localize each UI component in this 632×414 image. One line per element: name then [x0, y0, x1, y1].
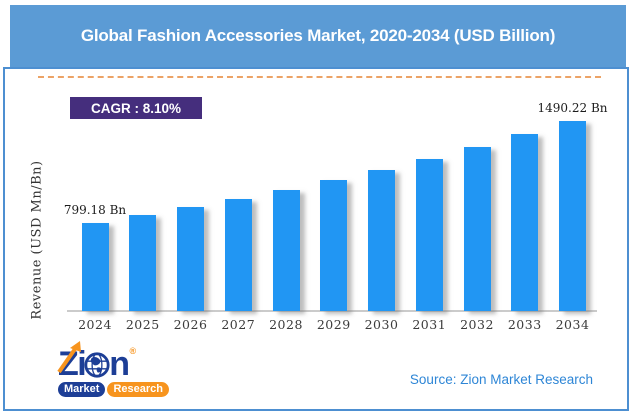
bar-2024 — [81, 223, 109, 311]
x-axis-label-2028: 2028 — [269, 317, 303, 332]
logo-wordmark: Zi n ® — [57, 341, 176, 383]
value-label-2034: 1490.22 Bn — [537, 101, 608, 115]
x-axis-line — [67, 310, 597, 312]
x-axis-label-2026: 2026 — [173, 317, 208, 332]
x-axis-label-2034: 2034 — [555, 317, 590, 332]
bar-2026 — [177, 207, 204, 311]
value-label-2024: 799.18 Bn — [63, 203, 127, 217]
x-axis-label-2025: 2025 — [125, 317, 160, 332]
source-text: Source: Zion Market Research — [409, 372, 593, 387]
logo-research-pill: Research — [107, 382, 170, 397]
y-axis-title: Revenue (USD Mn/Bn) — [29, 160, 45, 320]
logo-subtitle: Market Research — [58, 382, 176, 397]
x-axis-label-2031: 2031 — [412, 317, 447, 332]
zion-logo: Zi n ® Market Research — [57, 341, 176, 397]
registered-mark: ® — [129, 345, 137, 356]
x-axis-label-2024: 2024 — [78, 317, 112, 332]
x-axis-label-2029: 2029 — [316, 317, 351, 332]
logo-text-zi: Zi — [58, 345, 87, 383]
bar-2033 — [511, 134, 539, 311]
cagr-label: CAGR : 8.10% — [90, 100, 182, 116]
chart-title: Global Fashion Accessories Market, 2020-… — [80, 26, 556, 45]
bar-2030 — [368, 169, 395, 311]
cagr-badge: CAGR : 8.10% — [70, 97, 202, 119]
chart-title-bar: Global Fashion Accessories Market, 2020-… — [10, 5, 626, 67]
dashed-separator — [38, 76, 601, 78]
globe-icon — [84, 352, 110, 378]
bar-2028 — [272, 189, 300, 311]
bar-2027 — [224, 198, 252, 311]
bar-2029 — [320, 179, 348, 311]
logo-market-pill: Market — [58, 382, 106, 397]
x-axis-label-2032: 2032 — [460, 317, 494, 332]
x-axis-label-2033: 2033 — [507, 317, 542, 332]
x-axis-label-2027: 2027 — [221, 317, 256, 332]
x-axis-label-2030: 2030 — [364, 317, 399, 332]
bar-2031 — [415, 158, 443, 311]
bar-2032 — [463, 146, 491, 311]
bar-2034 — [559, 121, 586, 311]
bar-2025 — [129, 215, 157, 311]
logo-text-n: n — [109, 345, 130, 383]
